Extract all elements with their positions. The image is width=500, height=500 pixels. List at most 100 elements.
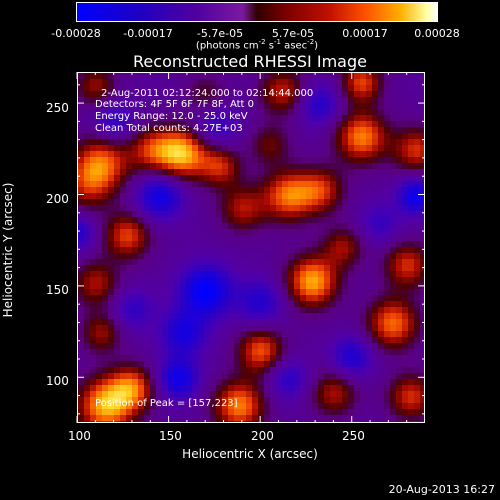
heatmap-cell	[84, 265, 90, 271]
heatmap-cell	[162, 337, 168, 343]
heatmap-cell	[270, 289, 276, 295]
heatmap-cell	[372, 361, 378, 367]
heatmap-cell	[360, 145, 366, 151]
heatmap-cell	[420, 361, 424, 367]
heatmap-cell	[378, 253, 384, 259]
heatmap-cell	[390, 235, 396, 241]
heatmap-cell	[234, 169, 240, 175]
heatmap-cell	[360, 415, 366, 421]
heatmap-cell	[108, 181, 114, 187]
heatmap-cell	[300, 133, 306, 139]
heatmap-cell	[114, 115, 120, 121]
heatmap-cell	[360, 169, 366, 175]
heatmap-cell	[150, 319, 156, 325]
heatmap-cell	[210, 187, 216, 193]
heatmap-cell	[192, 421, 198, 422]
x-axis-label: Heliocentric X (arcsec)	[182, 447, 318, 461]
heatmap-cell	[132, 127, 138, 133]
heatmap-cell	[156, 343, 162, 349]
heatmap-cell	[402, 367, 408, 373]
heatmap-cell	[378, 409, 384, 415]
heatmap-cell	[366, 295, 372, 301]
heatmap-cell	[354, 163, 360, 169]
heatmap-cell	[348, 187, 354, 193]
heatmap-cell	[102, 133, 108, 139]
heatmap-cell	[420, 409, 424, 415]
heatmap-cell	[114, 409, 120, 415]
heatmap-cell	[234, 235, 240, 241]
heatmap-cell	[84, 163, 90, 169]
heatmap-cell	[102, 187, 108, 193]
heatmap-cell	[288, 73, 294, 79]
heatmap-cell	[402, 217, 408, 223]
heatmap-cell	[318, 169, 324, 175]
heatmap-cell	[324, 91, 330, 97]
heatmap-cell	[144, 409, 150, 415]
heatmap-cell	[354, 295, 360, 301]
heatmap-cell	[168, 349, 174, 355]
heatmap-cell	[108, 403, 114, 409]
heatmap-cell	[402, 343, 408, 349]
heatmap-cell	[240, 397, 246, 403]
heatmap-cell	[312, 175, 318, 181]
heatmap-cell	[78, 415, 84, 421]
heatmap-cell	[198, 307, 204, 313]
heatmap-cell	[318, 139, 324, 145]
heatmap-cell	[180, 253, 186, 259]
heatmap-cell	[144, 211, 150, 217]
heatmap-cell	[114, 187, 120, 193]
heatmap-cell	[300, 331, 306, 337]
heatmap-cell	[132, 145, 138, 151]
heatmap-cell	[300, 163, 306, 169]
heatmap-cell	[144, 325, 150, 331]
heatmap-cell	[396, 295, 402, 301]
heatmap-cell	[204, 199, 210, 205]
heatmap-cell	[114, 73, 120, 79]
heatmap-cell	[252, 193, 258, 199]
heatmap-cell	[306, 73, 312, 79]
heatmap-cell	[192, 343, 198, 349]
heatmap-cell	[168, 325, 174, 331]
heatmap-cell	[396, 121, 402, 127]
heatmap-cell	[306, 187, 312, 193]
heatmap-cell	[408, 199, 414, 205]
heatmap-cell	[240, 121, 246, 127]
heatmap-cell	[180, 73, 186, 79]
heatmap-cell	[372, 325, 378, 331]
heatmap-cell	[108, 331, 114, 337]
heatmap-cell	[216, 271, 222, 277]
heatmap-cell	[288, 145, 294, 151]
heatmap-cell	[396, 223, 402, 229]
heatmap-cell	[312, 349, 318, 355]
heatmap-cell	[270, 355, 276, 361]
heatmap-cell	[318, 373, 324, 379]
heatmap-cell	[186, 115, 192, 121]
heatmap-cell	[162, 385, 168, 391]
heatmap-cell	[204, 301, 210, 307]
heatmap-cell	[288, 397, 294, 403]
heatmap-cell	[156, 169, 162, 175]
heatmap-cell	[408, 241, 414, 247]
heatmap-cell	[354, 283, 360, 289]
heatmap-cell	[246, 409, 252, 415]
heatmap-cell	[186, 355, 192, 361]
heatmap-cell	[102, 199, 108, 205]
heatmap-cell	[384, 175, 390, 181]
heatmap-cell	[270, 415, 276, 421]
heatmap-cell	[420, 415, 424, 421]
heatmap-cell	[282, 349, 288, 355]
heatmap-cell	[90, 313, 96, 319]
heatmap-cell	[108, 271, 114, 277]
heatmap-cell	[252, 367, 258, 373]
heatmap-cell	[300, 313, 306, 319]
heatmap-cell	[222, 421, 228, 422]
heatmap-cell	[234, 301, 240, 307]
heatmap-cell	[228, 97, 234, 103]
heatmap-cell	[324, 331, 330, 337]
heatmap-cell	[300, 295, 306, 301]
heatmap-cell	[312, 181, 318, 187]
heatmap-cell	[144, 361, 150, 367]
heatmap-cell	[186, 91, 192, 97]
heatmap-cell	[168, 193, 174, 199]
heatmap-cell	[366, 115, 372, 121]
